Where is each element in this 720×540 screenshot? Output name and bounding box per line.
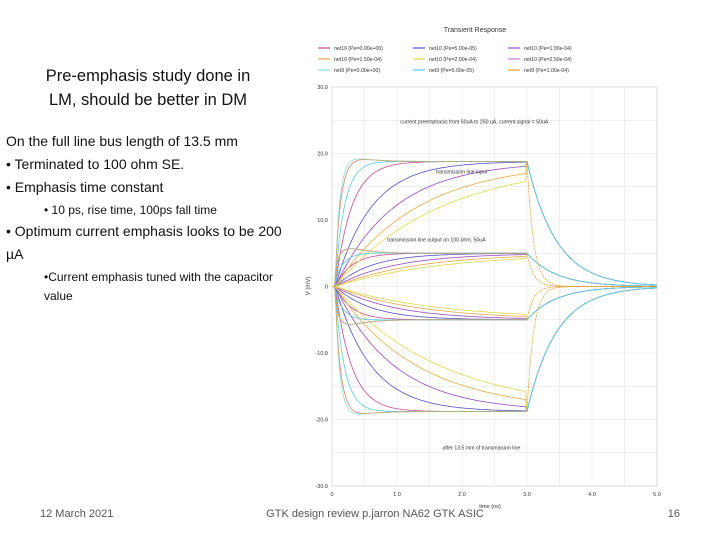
transient-response-chart: Transient Response net10 (Pe=0.00e+00) ne…: [300, 20, 672, 510]
y-tick-3: 0: [325, 285, 328, 291]
x-tick-0: 0: [330, 492, 333, 498]
legend-label-1: net10 (Pe=5.00e-05): [429, 46, 477, 52]
bullet-list: On the full line bus length of 13.5 mm •…: [6, 130, 291, 306]
series-line-8-neg-in: [332, 286, 657, 414]
legend-label-2: net10 (Pe=1.00e-04): [524, 46, 572, 52]
legend-label-8: net9 (Pe=1.00e-04): [524, 68, 569, 74]
y-tick-6: -30.0: [315, 484, 328, 490]
slide-title: Pre-emphasis study done in LM, should be…: [18, 64, 278, 112]
bullet-optimum-current: • Optimum current emphasis looks to be 2…: [6, 223, 282, 262]
slide-title-line-1: Pre-emphasis study done in: [45, 67, 251, 85]
annotation-0: current preemphasis from 50uA to 250 uA,…: [400, 120, 549, 126]
sub-bullet-rise-fall: • 10 ps, rise time, 100ps fall time: [44, 203, 217, 217]
x-axis-label: time (ns): [479, 504, 501, 510]
legend-label-5: net10 (Pe=2.50e-04): [524, 57, 572, 63]
page-number: 16: [667, 508, 680, 520]
chart-annotations: current preemphasis from 50uA to 250 uA,…: [387, 120, 549, 452]
x-tick-3: 3.0: [523, 492, 531, 498]
legend-label-0: net10 (Pe=0.00e+00): [334, 46, 383, 52]
bullet-line-bus: On the full line bus length of 13.5 mm: [6, 133, 238, 149]
y-axis-label: V (mV): [306, 277, 312, 296]
annotation-1: transmission line input: [436, 169, 488, 175]
chart-title: Transient Response: [444, 27, 506, 34]
y-tick-1: 20.0: [317, 152, 328, 158]
x-tick-2: 2.0: [458, 492, 466, 498]
bullet-terminated: • Terminated to 100 ohm SE.: [6, 156, 185, 172]
bullet-emphasis-time: • Emphasis time constant: [6, 179, 164, 195]
footer-date: 12 March 2021: [40, 508, 114, 520]
y-tick-0: 30.0: [317, 85, 328, 91]
annotation-2: transmission line output on 100 ohm, 50u…: [387, 237, 486, 243]
series-line-8-pos-out: [332, 248, 657, 287]
x-tick-1: 1.0: [393, 492, 401, 498]
y-tick-2: 10.0: [317, 218, 328, 224]
chart-series: [332, 158, 657, 415]
chart-legend: net10 (Pe=0.00e+00) net10 (Pe=5.00e-05) ne…: [318, 46, 572, 74]
annotation-3: after 13.5 mm of transmission line: [443, 445, 521, 451]
legend-label-4: net10 (Pe=2.00e-04): [429, 57, 477, 63]
legend-label-3: net10 (Pe=1.50e-04): [334, 57, 382, 63]
chart-axes: 0 1.0 2.0 3.0 4.0 5.0 30.0 20.0 10.0 0 -10.0 -20.0 -…: [315, 85, 660, 498]
series-line-8-neg-out: [332, 286, 657, 325]
legend-label-7: net9 (Pe=5.00e-05): [429, 68, 474, 74]
chart-background: [300, 20, 672, 510]
x-tick-5: 5.0: [653, 492, 661, 498]
y-tick-5: -20.0: [315, 418, 328, 424]
footer-center: GTK design review p.jarron NA62 GTK ASIC: [266, 508, 484, 520]
legend-label-6: net9 (Pe=0.00e+00): [334, 68, 380, 74]
sub-bullet-capacitor: •Current emphasis tuned with the capacit…: [44, 270, 273, 303]
slide-title-line-2: LM, should be better in DM: [48, 91, 248, 109]
x-tick-4: 4.0: [588, 492, 596, 498]
y-tick-4: -10.0: [315, 351, 328, 357]
